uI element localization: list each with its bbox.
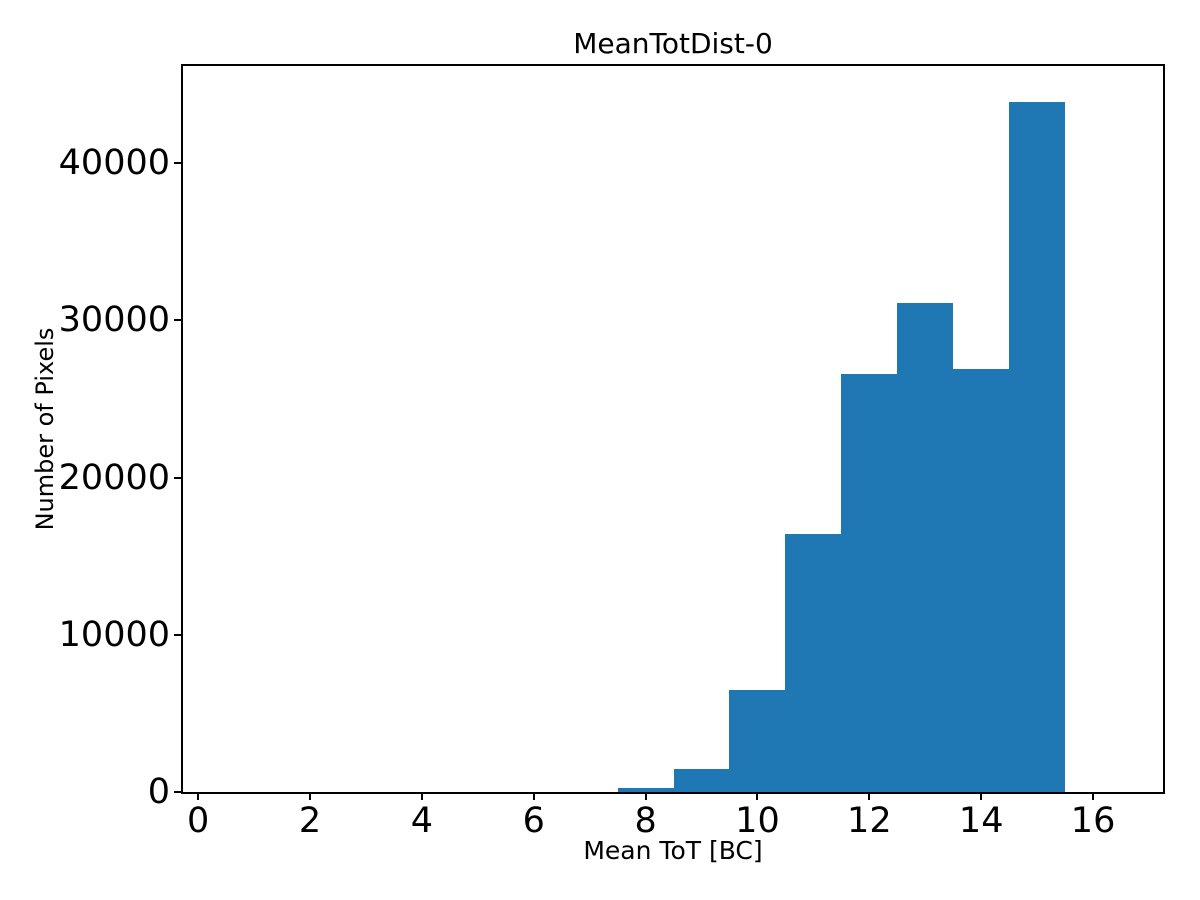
x-tick-mark xyxy=(420,792,423,800)
x-tick-mark xyxy=(980,792,983,800)
histogram-bar xyxy=(953,369,1010,792)
x-tick-mark xyxy=(756,792,759,800)
x-tick-label: 6 xyxy=(522,801,545,841)
y-tick-label: 20000 xyxy=(58,457,170,498)
histogram-bar xyxy=(897,302,954,792)
histogram-bar xyxy=(841,373,898,792)
plot-area xyxy=(181,64,1165,794)
x-tick-mark xyxy=(644,792,647,800)
histogram-bar xyxy=(673,769,730,792)
histogram-bar xyxy=(785,534,842,792)
x-axis-label: Mean ToT [BC] xyxy=(583,836,763,865)
y-tick-mark xyxy=(174,162,183,165)
y-axis-label: Number of Pixels xyxy=(31,327,59,531)
y-tick-mark xyxy=(174,633,183,636)
x-tick-mark xyxy=(197,792,200,800)
x-tick-mark xyxy=(868,792,871,800)
histogram-bar xyxy=(617,787,674,792)
histogram-plot xyxy=(183,66,1163,792)
x-tick-label: 14 xyxy=(958,801,1004,841)
y-tick-label: 40000 xyxy=(58,143,170,184)
x-tick-label: 4 xyxy=(410,801,433,841)
x-tick-label: 10 xyxy=(735,801,780,841)
chart-title: MeanTotDist-0 xyxy=(573,27,773,60)
y-tick-mark xyxy=(174,791,183,793)
y-tick-mark xyxy=(174,476,183,479)
x-tick-mark xyxy=(1092,792,1095,800)
x-tick-label: 12 xyxy=(847,801,892,841)
x-tick-mark xyxy=(532,792,535,800)
x-tick-label: 0 xyxy=(186,801,210,841)
x-tick-label: 8 xyxy=(634,801,657,841)
histogram-bar xyxy=(1009,101,1066,792)
y-tick-mark xyxy=(174,319,183,322)
histogram-bar xyxy=(729,689,786,792)
y-tick-label: 30000 xyxy=(58,300,170,341)
x-tick-mark xyxy=(308,792,311,800)
x-tick-label: 2 xyxy=(298,801,322,841)
y-tick-label: 10000 xyxy=(58,614,170,655)
y-tick-label: 0 xyxy=(147,772,170,812)
x-tick-label: 16 xyxy=(1070,801,1116,841)
